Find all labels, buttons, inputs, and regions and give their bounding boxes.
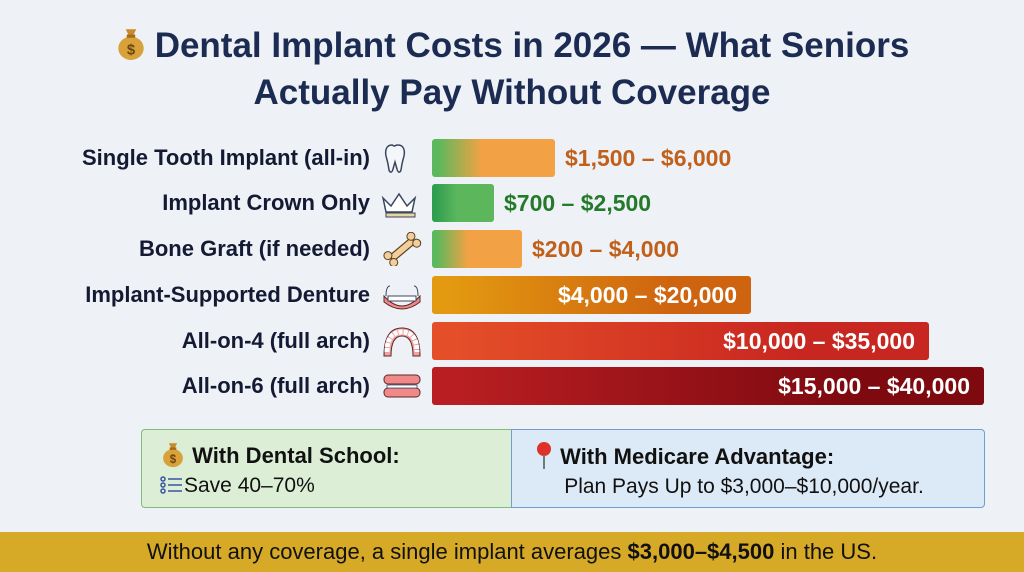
value-label: $10,000 – $35,000 [723,328,915,354]
crown-icon [381,192,417,218]
dental-school-title: With Dental School: [192,443,400,468]
value-label: $4,000 – $20,000 [557,282,737,308]
bar [432,367,984,405]
dental-school-callout: With Dental School: Save 40–70% [141,429,512,508]
full-denture-icon [383,374,421,398]
bar-row: All-on-4 (full arch) $10,000 – $35,000 [0,322,1024,360]
denture-icon [383,285,421,310]
title-line-1: Dental Implant Costs in 2026 — What Seni… [154,26,910,65]
bar [432,322,929,360]
bar-row: Bone Graft (if needed) $200 – $4,000 [0,230,1024,268]
arch-icon [383,327,421,357]
title-line-2: Actually Pay Without Coverage [253,73,771,112]
footer-banner: Without any coverage, a single implant a… [0,532,1024,572]
money-bag-icon [160,440,186,468]
bar-row: Implant Crown Only $700 – $2,500 [0,184,1024,222]
category-label: Bone Graft (if needed) [138,236,370,261]
bar [432,230,522,268]
chart-title: Dental Implant Costs in 2026 — What Seni… [0,22,1024,116]
bone-icon [383,232,422,266]
dental-school-text: Save 40–70% [184,474,315,497]
bar-row: Single Tooth Implant (all-in) $1,500 – $… [0,139,1024,177]
bar [432,276,751,314]
value-label: $15,000 – $40,000 [778,373,970,399]
footer-suffix: in the US. [774,539,878,564]
medicare-title: With Medicare Advantage: [560,444,835,469]
list-icon [160,476,182,494]
medicare-text: Plan Pays Up to $3,000–$10,000/year. [564,475,924,498]
tooth-icon [384,144,406,173]
value-label: $200 – $4,000 [532,236,680,262]
footer-highlight: $3,000–$4,500 [627,539,775,564]
category-label: Single Tooth Implant (all-in) [81,145,370,170]
bar [432,184,494,222]
bar-row: Implant-Supported Denture $4,000 – $20,0… [0,276,1024,314]
category-label: Implant Crown Only [162,190,370,215]
category-label: Implant-Supported Denture [85,282,370,307]
bar-row: All-on-6 (full arch) $15,000 – $40,000 [0,367,1024,405]
pin-icon [537,442,551,469]
category-label: All-on-6 (full arch) [181,373,370,398]
category-label: All-on-4 (full arch) [181,328,370,353]
footer-text: Without any coverage, a single implant a… [146,539,628,564]
money-bag-icon [115,25,147,61]
medicare-callout: With Medicare Advantage: Plan Pays Up to… [511,429,985,508]
value-label: $700 – $2,500 [504,190,652,216]
value-label: $1,500 – $6,000 [565,145,732,171]
bar [432,139,555,177]
